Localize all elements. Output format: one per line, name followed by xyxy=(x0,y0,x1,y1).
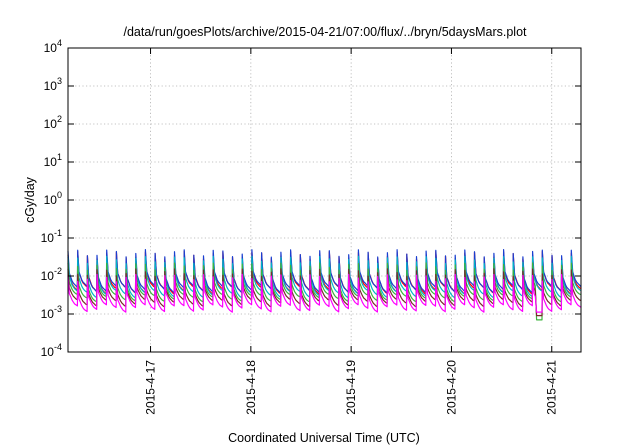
y-tick-label: 10-1 xyxy=(41,228,62,245)
y-tick-label: 101 xyxy=(44,152,62,169)
y-ticks: 10-4 10-3 10-2 10-1 100 101 102 103 104 xyxy=(41,38,581,359)
plot-area xyxy=(67,249,582,321)
chart-title: /data/run/goesPlots/archive/2015-04-21/0… xyxy=(123,25,527,39)
grid xyxy=(68,48,581,352)
y-tick-label: 100 xyxy=(44,190,62,207)
series-line xyxy=(67,273,582,313)
x-tick-label: 2015-4-18 xyxy=(244,360,258,415)
y-axis-label: cGy/day xyxy=(23,176,37,223)
x-tick-label: 2015-4-19 xyxy=(344,360,358,415)
x-tick-label: 2015-4-17 xyxy=(144,360,158,415)
y-tick-label: 10-3 xyxy=(41,304,62,321)
y-tick-label: 10-2 xyxy=(41,266,62,283)
y-tick-label: 10-4 xyxy=(41,342,62,359)
y-tick-label: 104 xyxy=(44,38,62,55)
x-tick-label: 2015-4-21 xyxy=(545,360,559,415)
x-tick-label: 2015-4-20 xyxy=(444,360,458,415)
x-ticks: 2015-4-17 2015-4-18 2015-4-19 2015-4-20 2015… xyxy=(144,48,559,415)
y-tick-label: 103 xyxy=(44,76,62,93)
y-tick-label: 102 xyxy=(44,114,62,131)
x-axis-label: Coordinated Universal Time (UTC) xyxy=(228,431,420,445)
